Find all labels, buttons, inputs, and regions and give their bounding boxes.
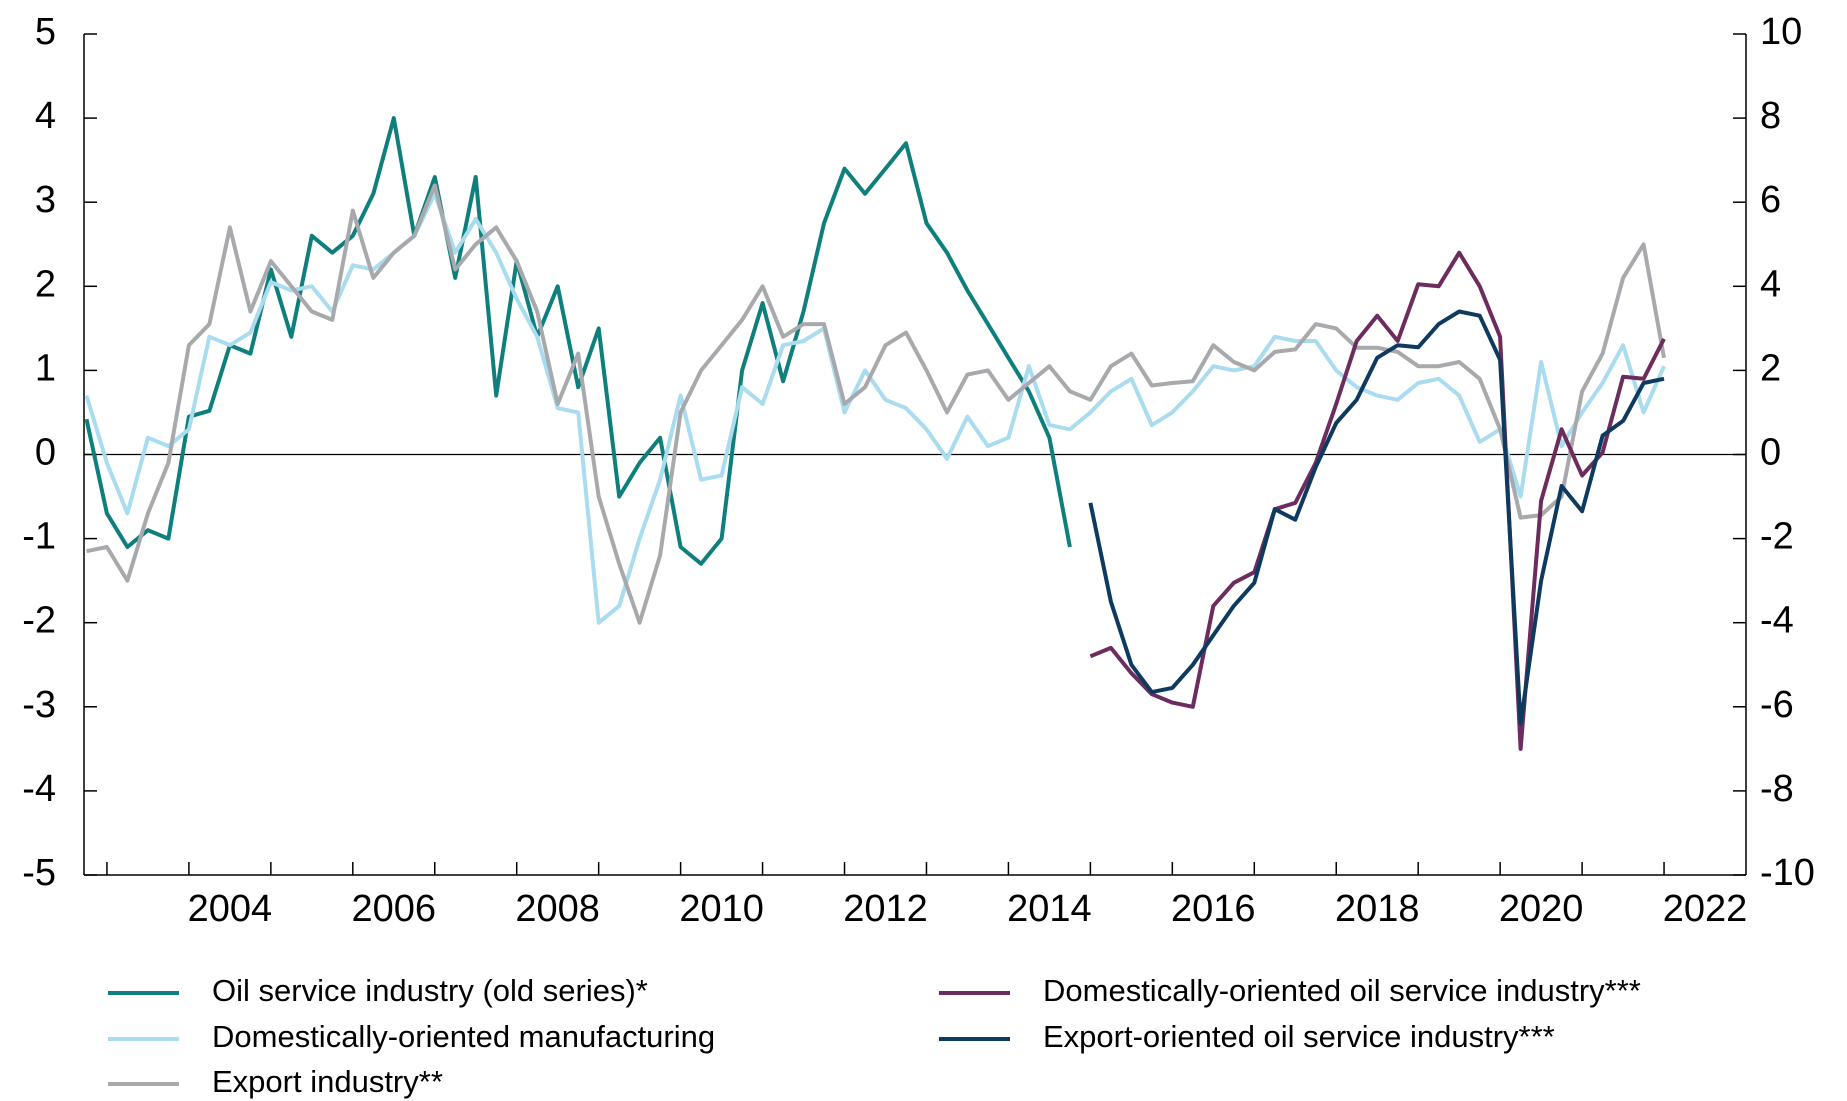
x-tick-label: 2014 <box>1007 888 1092 930</box>
y2-tick-label: -2 <box>1760 516 1794 558</box>
y2-tick-label: -10 <box>1760 852 1815 894</box>
series-line <box>84 116 1072 566</box>
y2-tick-label: -8 <box>1760 768 1794 810</box>
x-tick-label: 2008 <box>515 888 600 930</box>
y2-tick-label: 2 <box>1760 347 1781 389</box>
series-line <box>86 183 1666 625</box>
y-tick-label: -3 <box>22 684 56 726</box>
series-line <box>1089 250 1666 751</box>
y-tick-label: 0 <box>35 432 56 474</box>
y2-tick-label: 6 <box>1760 179 1781 221</box>
y2-tick-label: 4 <box>1760 263 1781 305</box>
y-tick-label: -4 <box>22 768 56 810</box>
series-line <box>84 191 1666 625</box>
y-tick-label: 1 <box>35 347 56 389</box>
x-tick-label: 2018 <box>1335 888 1420 930</box>
x-tick-label: 2022 <box>1663 888 1748 930</box>
y-tick-label: 5 <box>35 11 56 53</box>
legend-label: Export-oriented oil service industry*** <box>1043 1019 1555 1054</box>
x-tick-label: 2020 <box>1499 888 1584 930</box>
y2-tick-label: 10 <box>1760 11 1802 53</box>
legend-label: Oil service industry (old series)* <box>212 973 648 1008</box>
y2-tick-label: 0 <box>1760 432 1781 474</box>
legend-label: Domestically-oriented manufacturing <box>212 1019 715 1054</box>
y2-tick-label: -6 <box>1760 684 1794 726</box>
y-tick-label: -1 <box>22 516 56 558</box>
x-tick-label: 2016 <box>1171 888 1256 930</box>
y-tick-label: -2 <box>22 600 56 642</box>
y2-tick-label: -4 <box>1760 600 1794 642</box>
y-tick-label: 4 <box>35 95 56 137</box>
legend-label: Domestically-oriented oil service indust… <box>1043 973 1641 1008</box>
y-tick-label: 2 <box>35 263 56 305</box>
y-tick-label: -5 <box>22 852 56 894</box>
y2-tick-label: 8 <box>1760 95 1781 137</box>
y-tick-label: 3 <box>35 179 56 221</box>
series-line <box>1088 309 1665 726</box>
legend-label: Export industry** <box>212 1064 443 1099</box>
x-tick-label: 2004 <box>188 888 273 930</box>
x-tick-label: 2010 <box>679 888 764 930</box>
x-tick-label: 2012 <box>843 888 928 930</box>
x-tick-label: 2006 <box>352 888 437 930</box>
